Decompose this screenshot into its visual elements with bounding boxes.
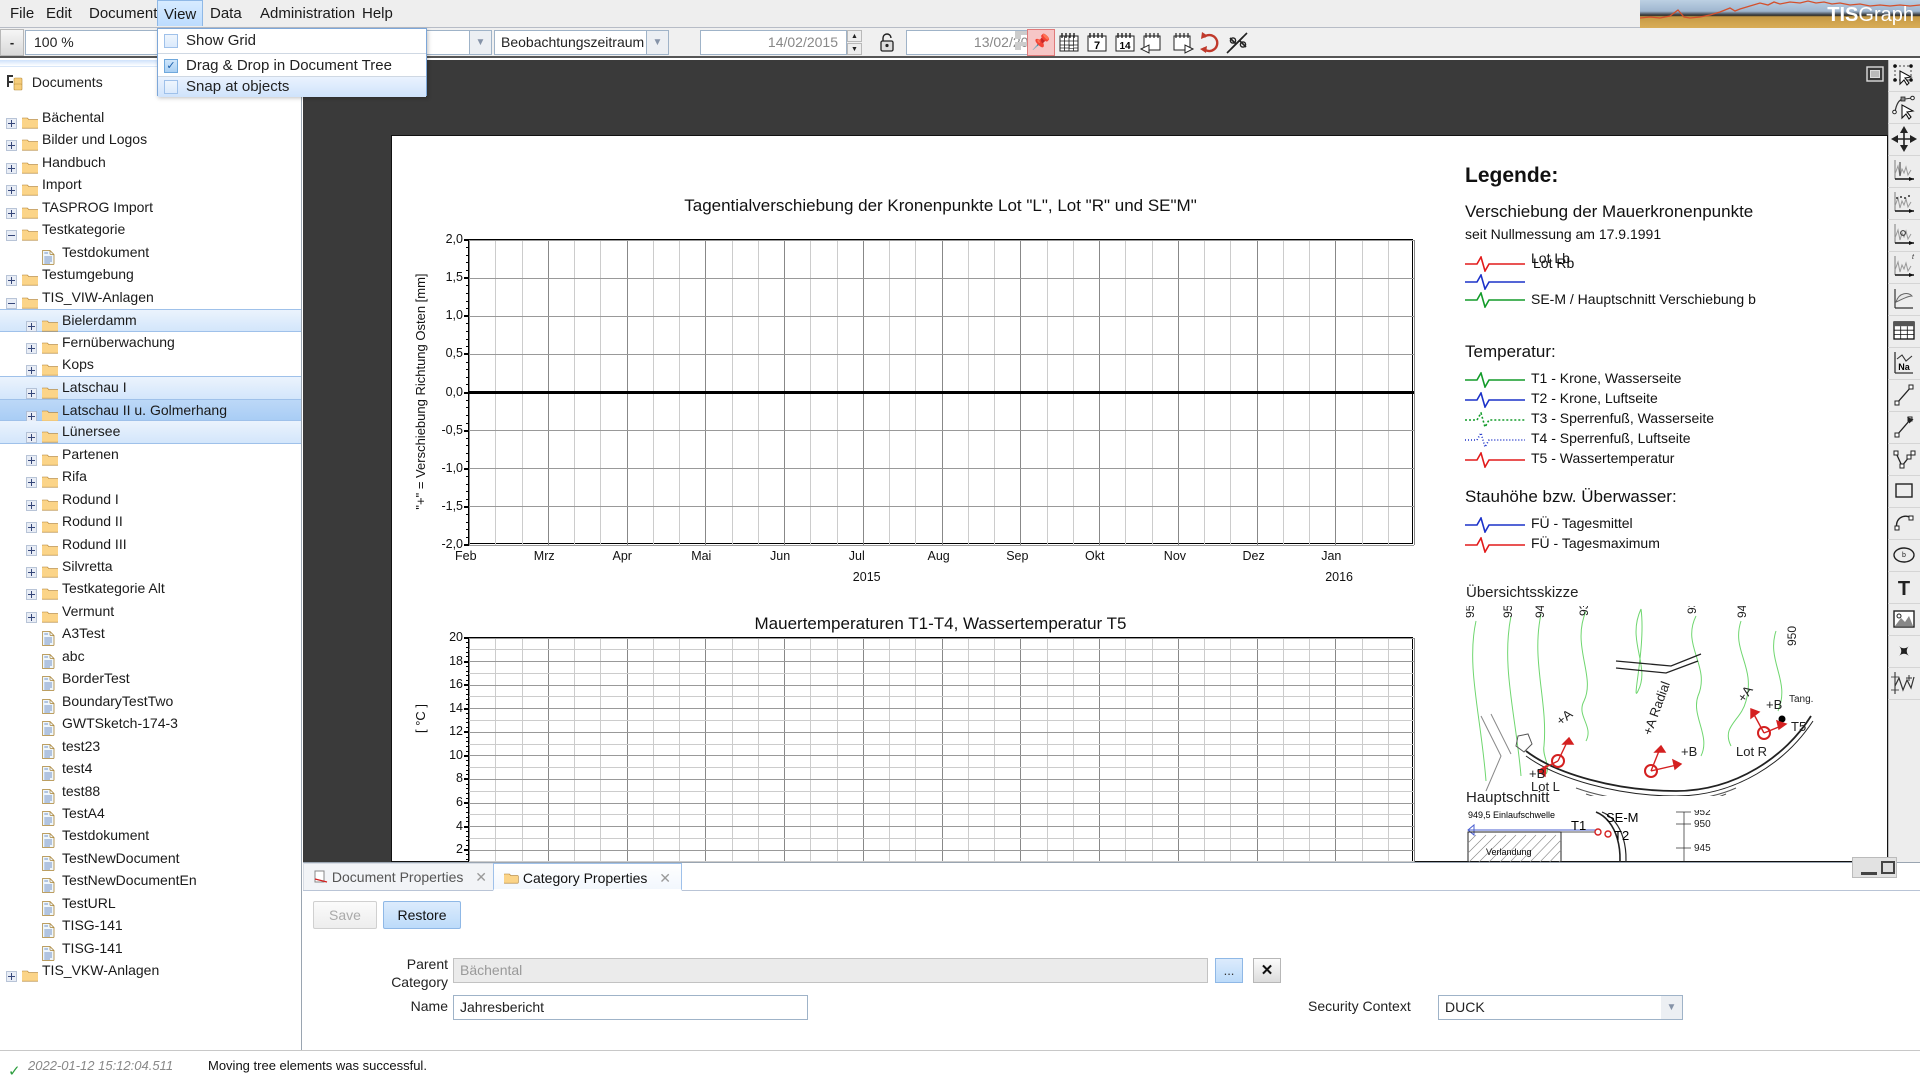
svg-text:955: 955 xyxy=(1466,606,1477,618)
svg-text:945: 945 xyxy=(1694,843,1711,854)
svg-text:b: b xyxy=(1902,552,1906,559)
svg-text:t: t xyxy=(1912,254,1915,261)
svg-text:950: 950 xyxy=(1694,819,1711,830)
svg-text:Na: Na xyxy=(1898,362,1910,372)
svg-text:+A: +A xyxy=(1553,706,1575,728)
svg-text:940: 940 xyxy=(1735,606,1749,618)
svg-text:930: 930 xyxy=(1685,606,1699,614)
svg-text:T: T xyxy=(1898,578,1910,600)
svg-text:Verlandung: Verlandung xyxy=(1486,847,1532,857)
svg-text:940: 940 xyxy=(1533,606,1547,618)
svg-text:+B: +B xyxy=(1681,744,1697,759)
svg-text:Lot R: Lot R xyxy=(1736,744,1767,759)
svg-text:950: 950 xyxy=(1501,606,1515,618)
svg-text:7: 7 xyxy=(1094,40,1100,52)
svg-text:T2: T2 xyxy=(1614,828,1629,843)
svg-text:14: 14 xyxy=(1119,41,1131,52)
svg-text:T5: T5 xyxy=(1791,719,1806,734)
svg-text:SE-M: SE-M xyxy=(1606,810,1639,825)
svg-text:Tang.: Tang. xyxy=(1789,694,1813,705)
svg-text:+A Radial: +A Radial xyxy=(1640,679,1673,737)
svg-text:952: 952 xyxy=(1694,810,1711,818)
svg-text:930: 930 xyxy=(1577,606,1591,616)
svg-text:+B: +B xyxy=(1766,697,1782,712)
svg-text:T1: T1 xyxy=(1571,818,1586,833)
svg-text:+A: +A xyxy=(1734,683,1756,705)
svg-text:950: 950 xyxy=(1785,626,1799,646)
svg-text:949,5 Einlaufschwelle: 949,5 Einlaufschwelle xyxy=(1468,810,1555,820)
